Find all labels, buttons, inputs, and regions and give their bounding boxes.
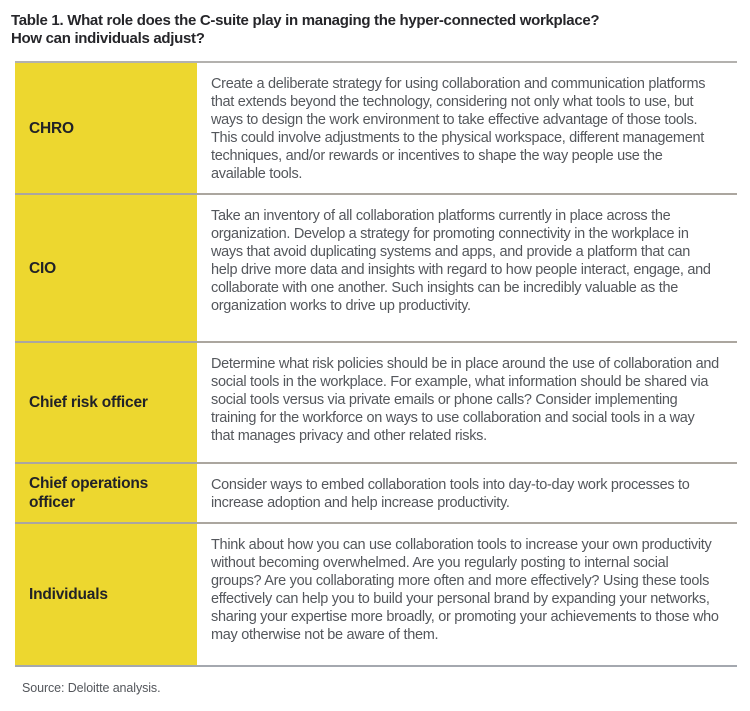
role-label: Chief operations officer	[29, 475, 149, 511]
description-cell: Take an inventory of all collaboration p…	[211, 208, 711, 314]
table-title-line2: How can individuals adjust?	[11, 30, 205, 47]
table-row: CHRO Create a deliberate strategy for us…	[15, 63, 737, 193]
table-row: Chief risk officer Determine what risk p…	[15, 341, 737, 462]
role-cell: CHRO	[15, 63, 197, 193]
table-row: CIO Take an inventory of all collaborati…	[15, 193, 737, 341]
table-title-line1: Table 1. What role does the C-suite play…	[11, 12, 600, 29]
description-cell: Think about how you can use collaboratio…	[211, 537, 719, 643]
description-cell: Consider ways to embed collaboration too…	[211, 477, 690, 511]
role-label: CHRO	[29, 119, 74, 137]
description-cell: Determine what risk policies should be i…	[211, 356, 719, 444]
role-cell: Chief operations officer	[15, 464, 197, 522]
description-cell: Create a deliberate strategy for using c…	[211, 76, 706, 182]
role-cell: Individuals	[15, 524, 197, 665]
table-row: Individuals Think about how you can use …	[15, 522, 737, 665]
role-label: Chief risk officer	[29, 394, 148, 411]
role-label: CIO	[29, 259, 56, 277]
table-title: Table 1. What role does the C-suite play…	[0, 0, 750, 48]
role-cell: CIO	[15, 195, 197, 341]
c-suite-roles-table: CHRO Create a deliberate strategy for us…	[15, 61, 737, 667]
role-label: Individuals	[29, 586, 108, 603]
role-cell: Chief risk officer	[15, 343, 197, 462]
source-note: Source: Deloitte analysis.	[22, 681, 161, 695]
table-row: Chief operations officer Consider ways t…	[15, 462, 737, 522]
